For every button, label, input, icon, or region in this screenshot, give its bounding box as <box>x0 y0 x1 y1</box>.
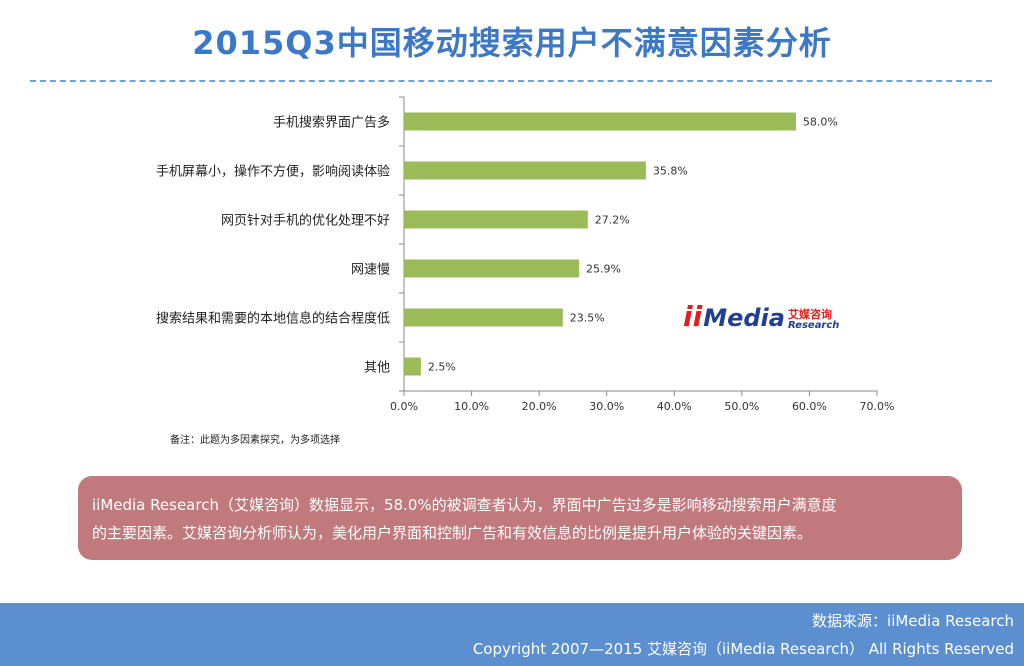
bar <box>404 259 580 278</box>
value-label: 23.5% <box>570 312 605 325</box>
x-tick-label: 0.0% <box>390 400 418 413</box>
title-divider <box>30 80 992 82</box>
x-tick-label: 50.0% <box>724 400 759 413</box>
bar <box>404 308 563 327</box>
data-source: 数据来源：iiMedia Research <box>812 612 1014 630</box>
logo-ii: ii <box>683 300 703 333</box>
bar <box>404 357 421 376</box>
x-tick-label: 60.0% <box>792 400 827 413</box>
logo-subtext: 艾媒咨询 Research <box>788 309 839 331</box>
category-label: 手机搜索界面广告多 <box>273 115 390 131</box>
category-label: 网页针对手机的优化处理不好 <box>221 213 390 229</box>
chart-title: 2015Q3中国移动搜索用户不满意因素分析 <box>192 24 832 62</box>
value-label: 2.5% <box>428 361 456 374</box>
category-label: 搜索结果和需要的本地信息的结合程度低 <box>156 311 390 327</box>
value-label: 35.8% <box>653 165 688 178</box>
value-label: 27.2% <box>595 214 630 227</box>
x-tick-label: 70.0% <box>860 400 895 413</box>
x-tick-label: 20.0% <box>522 400 557 413</box>
x-tick-label: 30.0% <box>589 400 624 413</box>
logo-research: Research <box>787 320 840 331</box>
value-label: 58.0% <box>803 116 838 129</box>
summary-line-2: 的主要因素。艾媒咨询分析师认为，美化用户界面和控制广告和有效信息的比例是提升用户… <box>92 524 813 542</box>
footer-bar: 数据来源：iiMedia Research Copyright 2007—201… <box>0 603 1024 666</box>
summary-line-1: iiMedia Research（艾媒咨询）数据显示，58.0%的被调查者认为，… <box>92 496 837 514</box>
x-tick-label: 10.0% <box>454 400 489 413</box>
bar <box>404 161 646 180</box>
category-label: 其他 <box>364 361 390 376</box>
copyright: Copyright 2007—2015 艾媒咨询（iiMedia Researc… <box>472 640 1014 658</box>
imedia-logo: ii Media 艾媒咨询 Research <box>683 300 839 333</box>
bar-chart: 0.0% 10.0% 20.0% 30.0% 40.0% 50.0% 60.0% 70.0% 手… <box>156 96 895 413</box>
category-label: 网速慢 <box>351 262 390 278</box>
x-tick-label: 40.0% <box>657 400 692 413</box>
bar <box>404 210 588 229</box>
category-label: 手机屏幕小，操作不方便，影响阅读体验 <box>156 164 390 180</box>
logo-chinese: 艾媒咨询 <box>787 308 832 321</box>
bar <box>404 112 796 131</box>
value-label: 25.9% <box>586 263 621 276</box>
logo-media: Media <box>703 304 785 332</box>
footnote: 备注：此题为多因素探究，为多项选择 <box>170 435 340 446</box>
summary-box: iiMedia Research（艾媒咨询）数据显示，58.0%的被调查者认为，… <box>78 476 962 560</box>
